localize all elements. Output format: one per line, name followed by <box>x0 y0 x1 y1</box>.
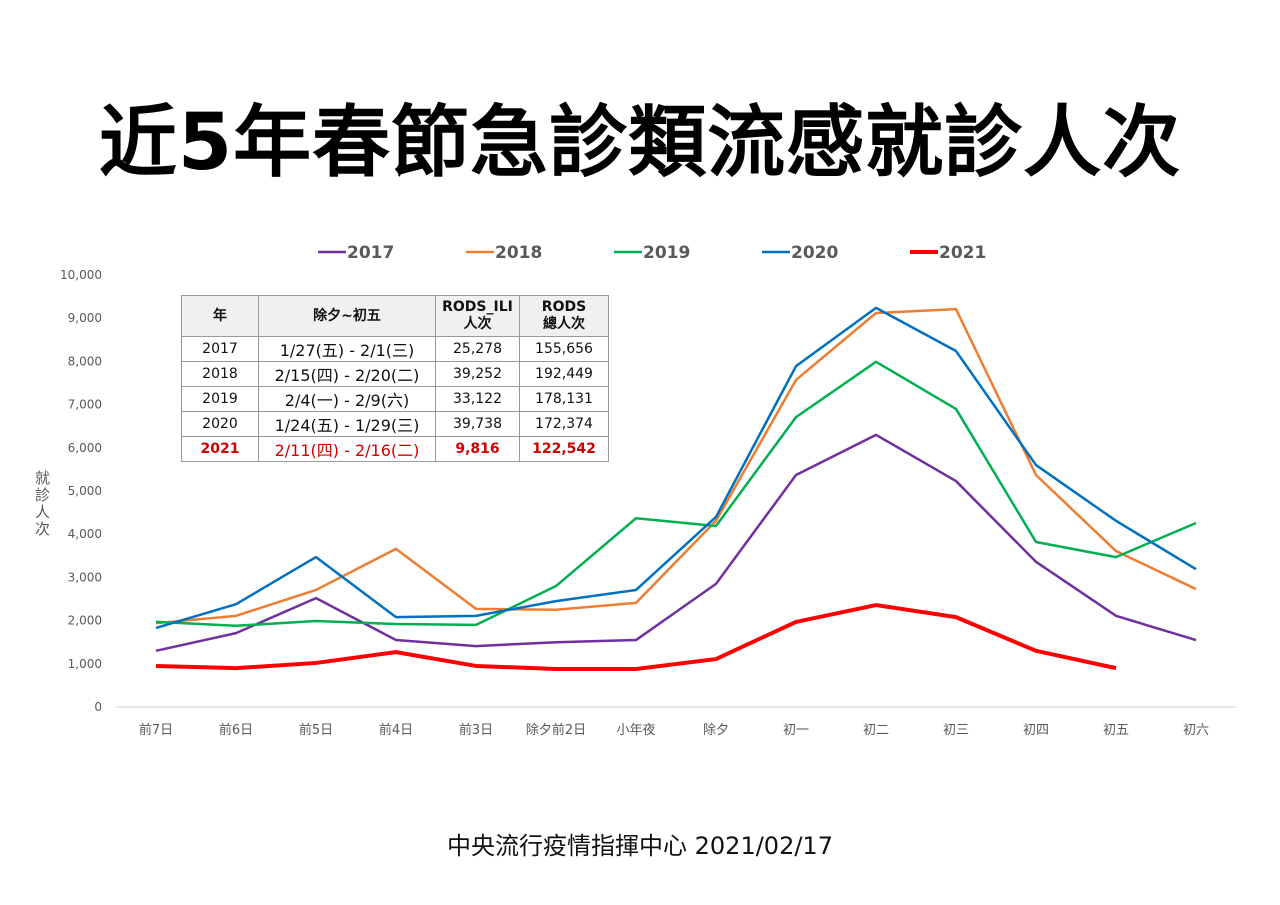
table-cell: 2017 <box>181 336 259 362</box>
table-row: 2020 1/24(五) - 1/29(三) 39,738 172,374 <box>181 411 609 437</box>
table-header: RODS 總人次 <box>519 295 609 337</box>
x-tick-label: 前6日 <box>219 722 253 738</box>
table-cell: 192,449 <box>519 361 609 387</box>
table-cell: 9,816 <box>435 436 520 462</box>
x-tick-label: 初一 <box>783 723 809 738</box>
series-line-2019 <box>155 360 1197 628</box>
y-tick-label: 7,000 <box>68 398 102 412</box>
legend-label: 2017 <box>347 243 394 263</box>
table-row: 2019 2/4(一) - 2/9(六) 33,122 178,131 <box>181 386 609 412</box>
series-line-2021 <box>155 603 1117 671</box>
y-tick-label: 1,000 <box>68 657 102 671</box>
table-cell: 2/11(四) - 2/16(二) <box>258 436 436 462</box>
legend-label: 2018 <box>495 243 542 263</box>
x-tick-label: 前3日 <box>459 722 493 738</box>
y-tick-label: 4,000 <box>68 527 102 541</box>
table-cell: 2/4(一) - 2/9(六) <box>258 386 436 412</box>
table-cell: 1/27(五) - 2/1(三) <box>258 336 436 362</box>
table-row: 2021 2/11(四) - 2/16(二) 9,816 122,542 <box>181 436 609 462</box>
y-tick-label: 6,000 <box>68 441 102 455</box>
x-tick-label: 小年夜 <box>616 723 655 738</box>
footer-source: 中央流行疫情指揮中心 2021/02/17 <box>447 832 833 860</box>
legend-label: 2020 <box>791 243 838 263</box>
summary-table: 年 除夕~初五 RODS_ILI 人次 RODS 總人次 2017 1/27(五)… <box>181 295 609 462</box>
table-cell: 2021 <box>181 436 259 462</box>
legend-label: 2021 <box>939 243 986 263</box>
table-cell: 1/24(五) - 1/29(三) <box>258 411 436 437</box>
table-cell: 2018 <box>181 361 259 387</box>
x-tick-label: 除夕 <box>703 723 729 738</box>
table-header: 除夕~初五 <box>258 295 436 337</box>
table-header: 年 <box>181 295 259 337</box>
table-cell: 155,656 <box>519 336 609 362</box>
legend-label: 2019 <box>643 243 690 263</box>
table-cell: 2/15(四) - 2/20(二) <box>258 361 436 387</box>
series-line-2020 <box>155 306 1197 630</box>
y-tick-label: 10,000 <box>60 268 102 282</box>
slide-title: 近5年春節急診類流感就診人次 <box>98 98 1182 188</box>
table-row: 2017 1/27(五) - 2/1(三) 25,278 155,656 <box>181 336 609 362</box>
table-cell: 33,122 <box>435 386 520 412</box>
y-tick-label: 3,000 <box>68 570 102 584</box>
table-cell: 172,374 <box>519 411 609 437</box>
x-tick-label: 前5日 <box>299 722 333 738</box>
table-cell: 39,252 <box>435 361 520 387</box>
table-cell: 2020 <box>181 411 259 437</box>
x-tick-label: 初二 <box>863 723 889 738</box>
table-header: RODS_ILI 人次 <box>435 295 520 337</box>
x-tick-label: 初六 <box>1183 723 1209 738</box>
x-tick-label: 初四 <box>1023 723 1049 738</box>
y-axis-label: 就診人次 <box>33 470 51 538</box>
table-cell: 39,738 <box>435 411 520 437</box>
y-tick-label: 0 <box>94 700 102 714</box>
x-tick-label: 除夕前2日 <box>526 722 586 738</box>
table-row: 2018 2/15(四) - 2/20(二) 39,252 192,449 <box>181 361 609 387</box>
y-tick-label: 2,000 <box>68 614 102 628</box>
table-cell: 2019 <box>181 386 259 412</box>
y-tick-label: 9,000 <box>68 311 102 325</box>
table-cell: 178,131 <box>519 386 609 412</box>
table-cell: 122,542 <box>519 436 609 462</box>
x-tick-label: 前4日 <box>379 722 413 738</box>
series-line-2017 <box>155 433 1197 653</box>
x-tick-label: 前7日 <box>139 722 173 738</box>
x-tick-label: 初五 <box>1103 723 1129 738</box>
x-tick-label: 初三 <box>943 723 969 738</box>
y-tick-label: 5,000 <box>68 484 102 498</box>
y-tick-label: 8,000 <box>68 354 102 368</box>
table-cell: 25,278 <box>435 336 520 362</box>
